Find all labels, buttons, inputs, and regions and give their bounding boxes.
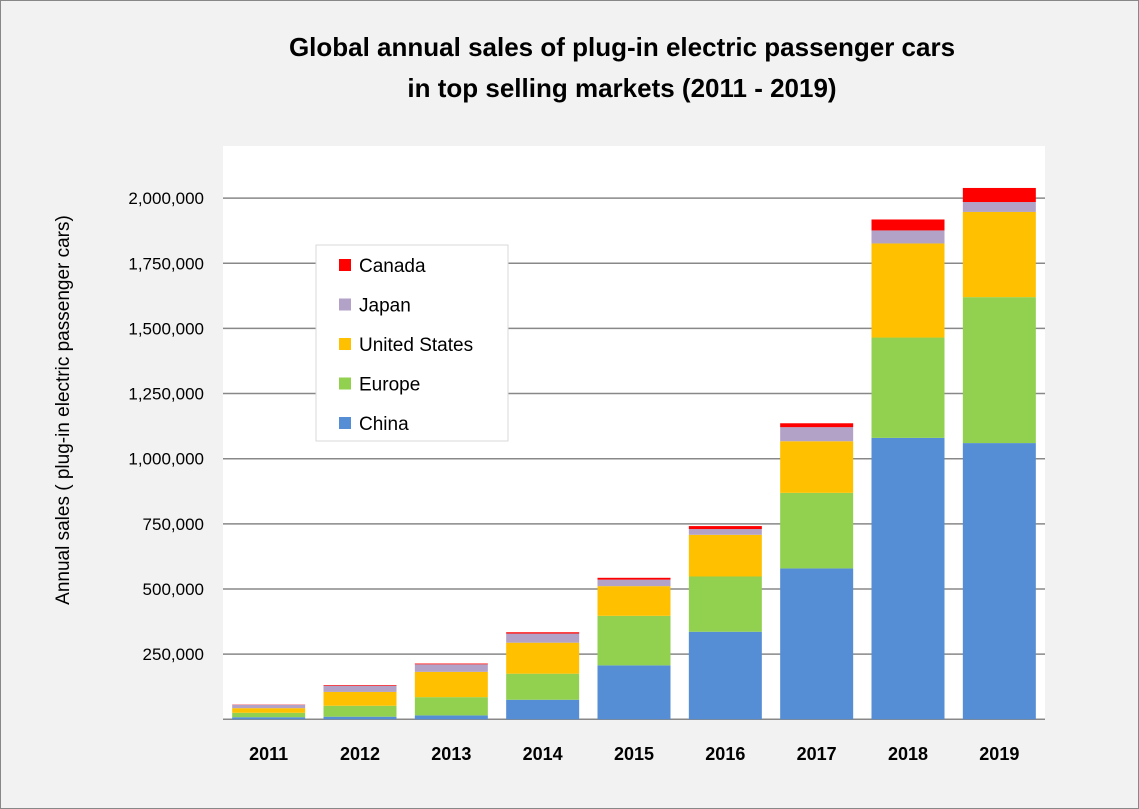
bar-segment-europe-2018 [871, 337, 945, 438]
bar-segment-china-2017 [780, 568, 854, 720]
bar-segment-china-2012 [323, 716, 397, 720]
bar-segment-japan-2011 [232, 704, 306, 709]
x-tick-label: 2019 [979, 744, 1019, 764]
bar-segment-canada-2019 [962, 187, 1036, 203]
y-tick-label: 2,000,000 [128, 189, 204, 208]
legend-label: Canada [359, 256, 426, 277]
bar-segment-canada-2017 [780, 423, 854, 428]
bar-segment-united-states-2019 [962, 211, 1036, 298]
bar-segment-canada-2013 [414, 663, 488, 665]
legend-label: Japan [359, 296, 411, 317]
legend-label: China [359, 414, 409, 435]
bar-segment-europe-2011 [232, 712, 306, 718]
chart-title-line-1: Global annual sales of plug-in electric … [289, 32, 955, 62]
y-tick-label: 500,000 [143, 580, 204, 599]
x-tick-label: 2016 [705, 744, 745, 764]
bar-segment-united-states-2014 [506, 642, 580, 674]
bar-segment-japan-2017 [780, 427, 854, 442]
bar-segment-canada-2014 [506, 632, 580, 634]
legend-swatch-canada [339, 259, 351, 271]
y-tick-label: 1,250,000 [128, 385, 204, 404]
bar-segment-japan-2016 [688, 529, 762, 535]
bar-segment-china-2016 [688, 631, 762, 720]
bar-segment-europe-2019 [962, 297, 1036, 444]
legend-swatch-europe [339, 377, 351, 390]
x-tick-label: 2014 [523, 744, 563, 764]
bar-segment-united-states-2013 [414, 671, 488, 698]
bar-segment-europe-2016 [688, 576, 762, 632]
bar-segment-canada-2015 [597, 577, 671, 580]
bar-segment-china-2015 [597, 665, 671, 720]
y-axis-title: Annual sales ( plug-in electric passenge… [53, 215, 74, 605]
bar-segment-united-states-2015 [597, 586, 671, 616]
x-tick-label: 2012 [340, 744, 380, 764]
bar-segment-canada-2012 [323, 685, 397, 686]
bar-segment-united-states-2016 [688, 534, 762, 577]
bar-segment-china-2011 [232, 717, 306, 720]
x-tick-label: 2015 [614, 744, 654, 764]
y-tick-label: 750,000 [143, 515, 204, 534]
y-tick-label: 250,000 [143, 645, 204, 664]
bar-segment-china-2018 [871, 437, 945, 720]
chart-title-line-2: in top selling markets (2011 - 2019) [407, 73, 836, 103]
bar-segment-europe-2017 [780, 492, 854, 569]
bar-segment-canada-2016 [688, 526, 762, 530]
bar-segment-canada-2018 [871, 219, 945, 231]
bar-segment-europe-2013 [414, 697, 488, 716]
y-tick-label: 1,000,000 [128, 450, 204, 469]
legend-swatch-united-states [339, 338, 351, 350]
legend-swatch-china [339, 417, 351, 429]
x-tick-label: 2013 [431, 744, 471, 764]
y-tick-label: 1,750,000 [128, 254, 204, 273]
bar-segment-china-2019 [962, 443, 1036, 720]
legend: Canada Japan United States Europe China [315, 244, 509, 442]
bar-segment-japan-2013 [414, 664, 488, 672]
x-tick-label: 2011 [249, 744, 288, 764]
y-tick-label: 1,500,000 [128, 319, 204, 338]
bar-segment-japan-2019 [962, 202, 1036, 212]
x-tick-label: 2018 [888, 744, 928, 764]
bar-segment-united-states-2018 [871, 243, 945, 338]
legend-label: Europe [359, 375, 420, 396]
bar-segment-united-states-2012 [323, 691, 397, 706]
bar-segment-europe-2012 [323, 705, 397, 717]
bar-segment-united-states-2011 [232, 708, 306, 713]
x-tick-label: 2017 [797, 744, 837, 764]
bar-segment-europe-2015 [597, 615, 671, 666]
bar-segment-china-2013 [414, 715, 488, 720]
legend-swatch-japan [339, 298, 351, 311]
bar-segment-united-states-2017 [780, 441, 854, 493]
bar-segment-china-2014 [506, 699, 580, 720]
bar-segment-japan-2014 [506, 633, 580, 643]
bar-segment-japan-2012 [323, 685, 397, 692]
legend-label: United States [359, 335, 473, 356]
bar-segment-japan-2018 [871, 230, 945, 244]
bar-segment-europe-2014 [506, 673, 580, 700]
bar-segment-japan-2015 [597, 579, 671, 587]
